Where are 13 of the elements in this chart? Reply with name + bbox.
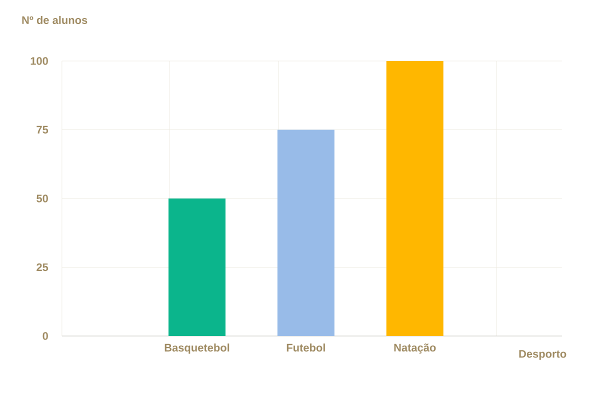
y-axis-title: Nº de alunos bbox=[22, 16, 88, 24]
bar bbox=[168, 198, 226, 336]
y-tick-label: 25 bbox=[36, 263, 48, 272]
bar bbox=[386, 60, 444, 336]
y-tick-label: 100 bbox=[30, 57, 48, 65]
x-axis-title: Desporto bbox=[519, 350, 566, 360]
y-tick-label: 0 bbox=[42, 332, 48, 340]
x-tick-label: Natação bbox=[394, 344, 436, 354]
bar bbox=[277, 130, 334, 336]
y-tick-label: 50 bbox=[36, 194, 48, 202]
x-tick-label: Futebol bbox=[286, 344, 325, 352]
x-tick-label: Basquetebol bbox=[164, 344, 230, 354]
y-tick-label: 75 bbox=[36, 126, 48, 134]
